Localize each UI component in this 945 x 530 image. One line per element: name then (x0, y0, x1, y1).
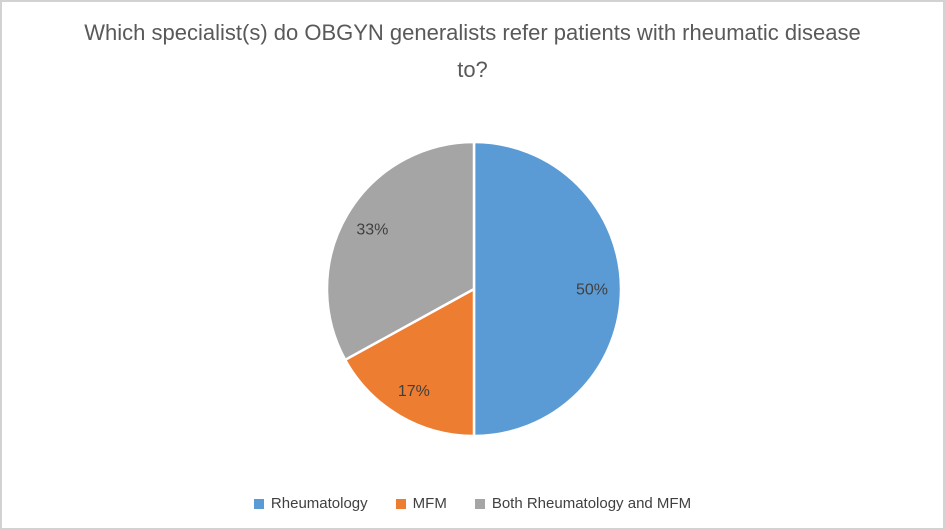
pie-data-label: 33% (356, 222, 388, 239)
pie-data-label: 50% (576, 282, 608, 299)
pie-data-label: 17% (398, 383, 430, 400)
legend-label: Both Rheumatology and MFM (491, 495, 692, 512)
pie-slice-mfm (343, 287, 476, 438)
legend-swatch-icon (253, 498, 264, 509)
pie-slice-both-rheumatology-and-mfm (325, 140, 476, 362)
legend-item-mfm: MFM (395, 495, 447, 512)
legend-label: Rheumatology (270, 495, 368, 512)
chart-legend: Rheumatology MFM Both Rheumatology and MFM (2, 495, 943, 512)
legend-label: MFM (412, 495, 447, 512)
legend-swatch-icon (474, 498, 485, 509)
pie-slice-rheumatology (472, 140, 623, 438)
legend-item-both-rheumatology-and-mfm: Both Rheumatology and MFM (474, 495, 692, 512)
legend-swatch-icon (395, 498, 406, 509)
legend-item-rheumatology: Rheumatology (253, 495, 368, 512)
chart-title: Which specialist(s) do OBGYN generalists… (84, 20, 861, 83)
